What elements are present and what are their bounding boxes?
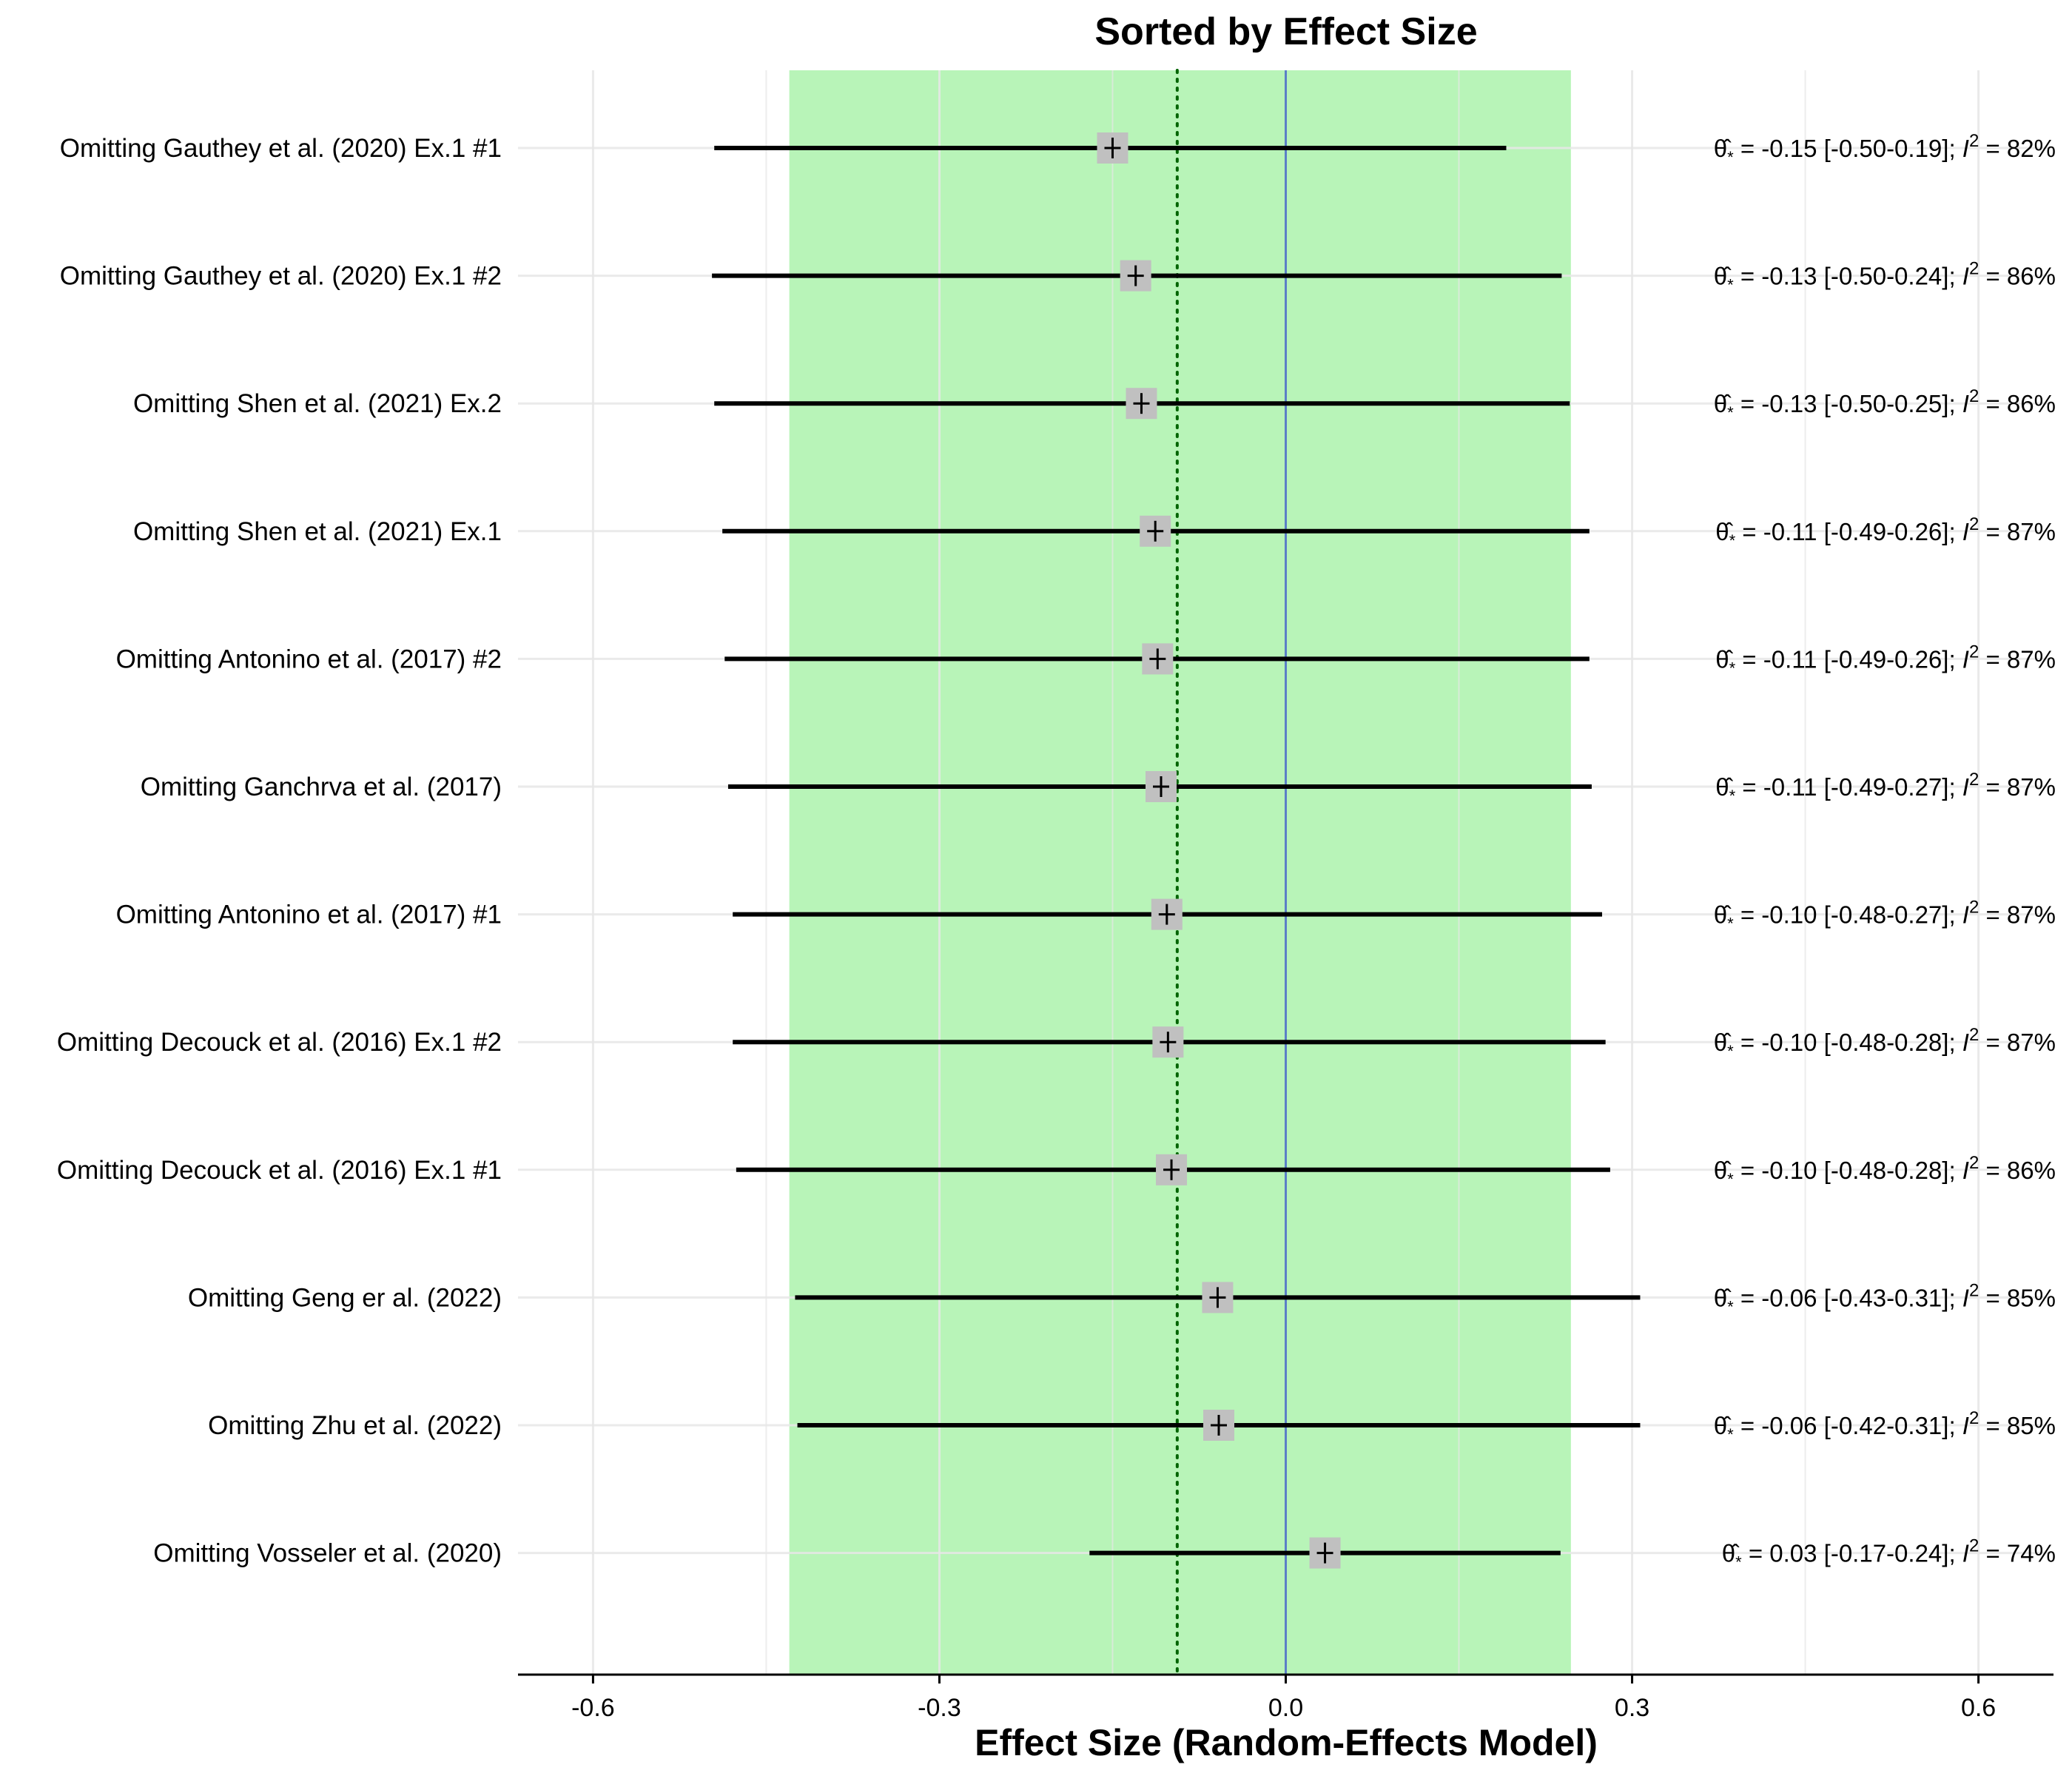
row-annotation: θ̂* = -0.13 [-0.50-0.25]; I2 = 86% <box>1714 386 2056 422</box>
x-tick-label: -0.3 <box>918 1694 961 1722</box>
row-annotation: θ̂* = -0.10 [-0.48-0.27]; I2 = 87% <box>1714 898 2056 933</box>
row-label: Omitting Zhu et al. (2022) <box>208 1411 502 1440</box>
row-annotation: θ̂* = -0.11 [-0.49-0.27]; I2 = 87% <box>1715 770 2056 805</box>
row-label: Omitting Ganchrva et al. (2017) <box>141 773 502 801</box>
x-tick-label: 0.0 <box>1268 1694 1303 1722</box>
x-tick-label: -0.6 <box>571 1694 615 1722</box>
row-label: Omitting Decouck et al. (2016) Ex.1 #2 <box>57 1028 502 1057</box>
plot-area: Omitting Gauthey et al. (2020) Ex.1 #1 θ̂… <box>57 69 2056 1722</box>
row-annotation: θ̂* = -0.10 [-0.48-0.28]; I2 = 86% <box>1714 1153 2056 1188</box>
row-label: Omitting Gauthey et al. (2020) Ex.1 #1 <box>60 134 502 163</box>
row-label: Omitting Shen et al. (2021) Ex.1 <box>133 517 502 546</box>
row-label: Omitting Decouck et al. (2016) Ex.1 #1 <box>57 1156 502 1185</box>
row-annotation: θ̂* = -0.06 [-0.42-0.31]; I2 = 85% <box>1714 1408 2056 1444</box>
x-axis-title: Effect Size (Random-Effects Model) <box>975 1722 1598 1763</box>
row-label: Omitting Shen et al. (2021) Ex.2 <box>133 389 502 418</box>
row-annotation: θ̂* = -0.10 [-0.48-0.28]; I2 = 87% <box>1714 1025 2056 1060</box>
chart-title: Sorted by Effect Size <box>1094 10 1477 53</box>
row-annotation: θ̂* = -0.15 [-0.50-0.19]; I2 = 82% <box>1714 131 2056 166</box>
x-tick-label: 0.3 <box>1615 1694 1649 1722</box>
row-annotation: θ̂* = -0.11 [-0.49-0.26]; I2 = 87% <box>1715 642 2056 677</box>
row-annotation: θ̂* = -0.11 [-0.49-0.26]; I2 = 87% <box>1715 514 2056 550</box>
x-tick-label: 0.6 <box>1961 1694 1996 1722</box>
row-label: Omitting Geng er al. (2022) <box>188 1283 502 1312</box>
row-annotation: θ̂* = 0.03 [-0.17-0.24]; I2 = 74% <box>1722 1536 2056 1572</box>
row-label: Omitting Vosseler et al. (2020) <box>153 1539 502 1568</box>
row-annotation: θ̂* = -0.06 [-0.43-0.31]; I2 = 85% <box>1714 1280 2056 1316</box>
shaded-interval <box>789 70 1571 1675</box>
row-label: Omitting Gauthey et al. (2020) Ex.1 #2 <box>60 262 502 291</box>
row-label: Omitting Antonino et al. (2017) #2 <box>116 645 502 673</box>
row-label: Omitting Antonino et al. (2017) #1 <box>116 901 502 929</box>
row-annotation: θ̂* = -0.13 [-0.50-0.24]; I2 = 86% <box>1714 259 2056 295</box>
